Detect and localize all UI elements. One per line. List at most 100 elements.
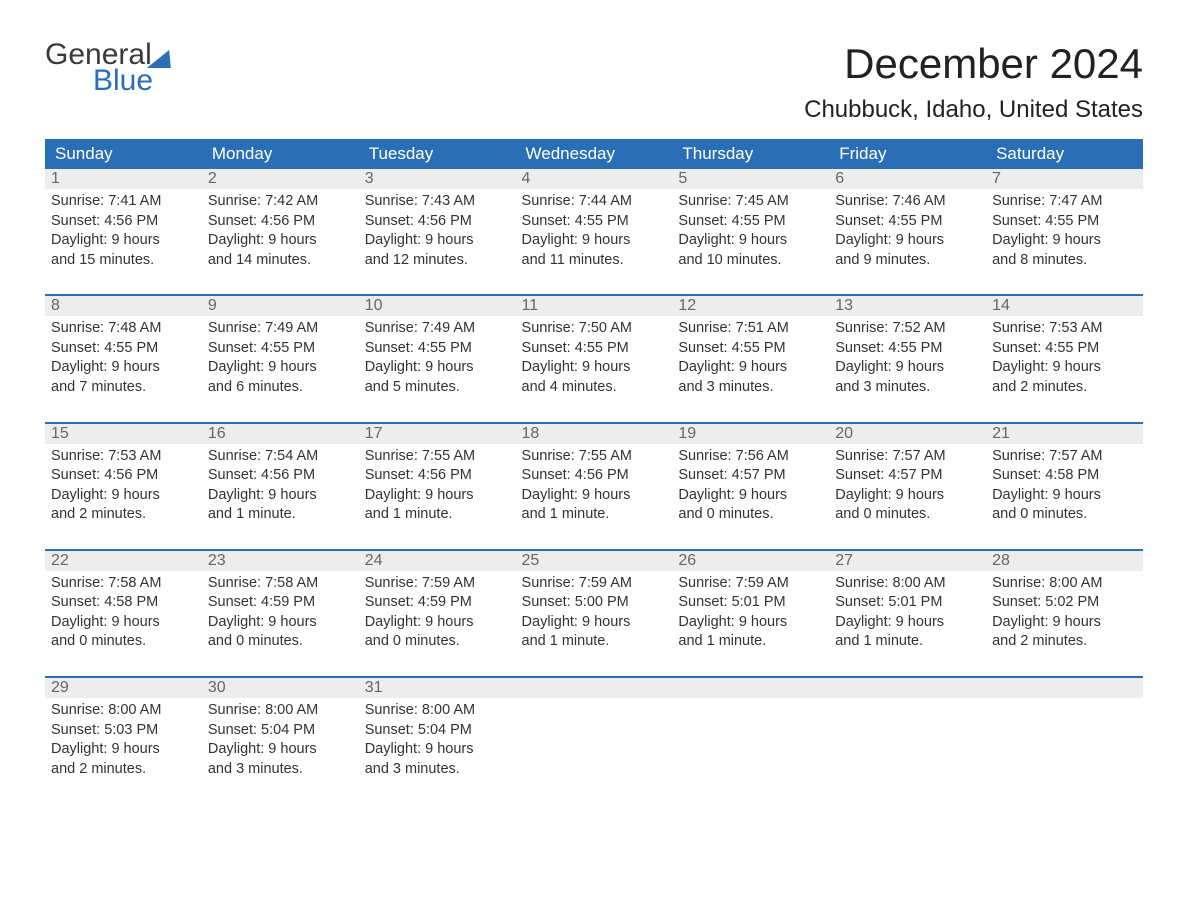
- day-cell: Sunrise: 7:47 AMSunset: 4:55 PMDaylight:…: [986, 189, 1143, 280]
- daylight-text: Daylight: 9 hours: [365, 232, 474, 248]
- sunrise-text: Sunrise: 7:44 AM: [522, 193, 632, 209]
- sunrise-text: Sunrise: 7:59 AM: [678, 575, 788, 591]
- day-number: [986, 676, 1143, 698]
- sunset-text: Sunset: 4:55 PM: [835, 340, 942, 356]
- sunset-text: Sunset: 4:55 PM: [678, 213, 785, 229]
- day-cell: Sunrise: 7:46 AMSunset: 4:55 PMDaylight:…: [829, 189, 986, 280]
- sunset-text: Sunset: 5:01 PM: [835, 594, 942, 610]
- daylight-text: Daylight: 9 hours: [835, 232, 944, 248]
- day-data-row: Sunrise: 7:48 AM Sunset: 4:55 PM Daylight:…: [45, 316, 1143, 407]
- day-number: 20: [829, 422, 986, 444]
- day-cell: Sunrise: 7:56 AMSunset: 4:57 PMDaylight:…: [672, 444, 829, 535]
- logo-word2: Blue: [93, 66, 153, 96]
- day-number: 27: [829, 549, 986, 571]
- month-title: December 2024: [804, 40, 1143, 88]
- day-cell: [672, 698, 829, 789]
- daylight-text: and 12 minutes.: [365, 252, 468, 268]
- day-cell: [986, 698, 1143, 789]
- daylight-text: Daylight: 9 hours: [678, 359, 787, 375]
- day-cell: Sunrise: 7:51 AMSunset: 4:55 PMDaylight:…: [672, 316, 829, 407]
- day-cell: Sunrise: 7:58 AMSunset: 4:59 PMDaylight:…: [202, 571, 359, 662]
- day-cell: Sunrise: 7:53 AMSunset: 4:56 PMDaylight:…: [45, 444, 202, 535]
- sunrise-text: Sunrise: 7:42 AM: [208, 193, 318, 209]
- sunset-text: Sunset: 4:56 PM: [522, 467, 629, 483]
- daylight-text: and 0 minutes.: [51, 633, 146, 649]
- daylight-text: and 2 minutes.: [992, 633, 1087, 649]
- daylight-text: Daylight: 9 hours: [835, 614, 944, 630]
- daylight-text: and 9 minutes.: [835, 252, 930, 268]
- daylight-text: Daylight: 9 hours: [678, 232, 787, 248]
- day-number: 26: [672, 549, 829, 571]
- sunrise-text: Sunrise: 7:55 AM: [365, 448, 475, 464]
- day-number: 10: [359, 294, 516, 316]
- day-number: 13: [829, 294, 986, 316]
- daylight-text: and 1 minute.: [522, 506, 610, 522]
- day-cell: Sunrise: 8:00 AMSunset: 5:01 PMDaylight:…: [829, 571, 986, 662]
- daylight-text: Daylight: 9 hours: [522, 614, 631, 630]
- sunrise-text: Sunrise: 7:46 AM: [835, 193, 945, 209]
- day-number-row: 1234567: [45, 169, 1143, 189]
- sunrise-text: Sunrise: 7:59 AM: [365, 575, 475, 591]
- daylight-text: Daylight: 9 hours: [365, 487, 474, 503]
- day-number: 2: [202, 169, 359, 189]
- sunset-text: Sunset: 5:02 PM: [992, 594, 1099, 610]
- day-header: Tuesday: [359, 139, 516, 169]
- day-number: 19: [672, 422, 829, 444]
- sunset-text: Sunset: 4:55 PM: [208, 340, 315, 356]
- sunrise-text: Sunrise: 7:57 AM: [835, 448, 945, 464]
- page-header: General Blue December 2024 Chubbuck, Ida…: [45, 40, 1143, 124]
- daylight-text: and 1 minute.: [208, 506, 296, 522]
- daylight-text: and 14 minutes.: [208, 252, 311, 268]
- day-number: 18: [516, 422, 673, 444]
- sunset-text: Sunset: 5:03 PM: [51, 722, 158, 738]
- sunrise-text: Sunrise: 7:48 AM: [51, 320, 161, 336]
- daylight-text: and 3 minutes.: [835, 379, 930, 395]
- day-number: 30: [202, 676, 359, 698]
- daylight-text: and 0 minutes.: [678, 506, 773, 522]
- day-cell: Sunrise: 7:55 AMSunset: 4:56 PMDaylight:…: [359, 444, 516, 535]
- day-number: 7: [986, 169, 1143, 189]
- daylight-text: and 8 minutes.: [992, 252, 1087, 268]
- day-cell: Sunrise: 7:48 AMSunset: 4:55 PMDaylight:…: [45, 316, 202, 407]
- day-header: Thursday: [672, 139, 829, 169]
- day-header: Monday: [202, 139, 359, 169]
- day-data-row: Sunrise: 8:00 AMSunset: 5:03 PMDaylight:…: [45, 698, 1143, 789]
- daylight-text: and 1 minute.: [365, 506, 453, 522]
- day-number: 22: [45, 549, 202, 571]
- day-number: 28: [986, 549, 1143, 571]
- day-cell: Sunrise: 7:59 AMSunset: 5:01 PMDaylight:…: [672, 571, 829, 662]
- sunset-text: Sunset: 4:56 PM: [51, 213, 158, 229]
- day-cell: Sunrise: 7:42 AMSunset: 4:56 PMDaylight:…: [202, 189, 359, 280]
- day-cell: Sunrise: 8:00 AMSunset: 5:02 PMDaylight:…: [986, 571, 1143, 662]
- daylight-text: and 1 minute.: [678, 633, 766, 649]
- title-block: December 2024 Chubbuck, Idaho, United St…: [804, 40, 1143, 124]
- sunrise-text: Sunrise: 7:49 AM: [208, 320, 318, 336]
- sunset-text: Sunset: 5:00 PM: [522, 594, 629, 610]
- day-header: Saturday: [986, 139, 1143, 169]
- week-spacer: [45, 280, 1143, 294]
- day-number: 23: [202, 549, 359, 571]
- sunrise-text: Sunrise: 7:45 AM: [678, 193, 788, 209]
- daylight-text: Daylight: 9 hours: [208, 232, 317, 248]
- day-number: 25: [516, 549, 673, 571]
- day-cell: Sunrise: 7:57 AMSunset: 4:58 PMDaylight:…: [986, 444, 1143, 535]
- daylight-text: Daylight: 9 hours: [522, 232, 631, 248]
- day-number: 5: [672, 169, 829, 189]
- daylight-text: Daylight: 9 hours: [992, 232, 1101, 248]
- sunset-text: Sunset: 4:55 PM: [522, 340, 629, 356]
- day-cell: Sunrise: 7:49 AMSunset: 4:55 PMDaylight:…: [359, 316, 516, 407]
- day-cell: Sunrise: 7:55 AMSunset: 4:56 PMDaylight:…: [516, 444, 673, 535]
- sunset-text: Sunset: 4:58 PM: [992, 467, 1099, 483]
- day-number: 12: [672, 294, 829, 316]
- sunrise-text: Sunrise: 7:47 AM: [992, 193, 1102, 209]
- week-spacer: [45, 408, 1143, 422]
- sunrise-text: Sunrise: 7:53 AM: [51, 448, 161, 464]
- day-data-row: Sunrise: 7:58 AMSunset: 4:58 PMDaylight:…: [45, 571, 1143, 662]
- day-number: 8: [45, 294, 202, 316]
- week-spacer: [45, 535, 1143, 549]
- day-number: 16: [202, 422, 359, 444]
- day-number: 1: [45, 169, 202, 189]
- daylight-text: and 5 minutes.: [365, 379, 460, 395]
- day-cell: Sunrise: 7:43 AMSunset: 4:56 PMDaylight:…: [359, 189, 516, 280]
- day-number: [829, 676, 986, 698]
